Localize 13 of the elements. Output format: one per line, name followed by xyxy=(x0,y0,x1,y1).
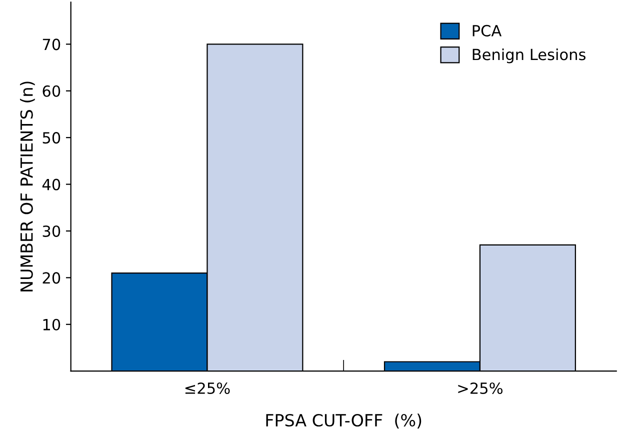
y-axis-title: NUMBER OF PATIENTS (n) xyxy=(20,82,35,292)
y-tick-label: 50 xyxy=(42,132,60,144)
y-tick-label: 30 xyxy=(42,225,60,238)
y-tick-label: 10 xyxy=(43,318,60,330)
x-axis-title: FPSA CUT-OFF (%) xyxy=(266,414,422,429)
x-tick-label: >25% xyxy=(458,382,503,394)
y-tick-label: 70 xyxy=(42,38,60,50)
x-tick-label: ≤25% xyxy=(185,382,230,394)
legend-label: Benign Lesions xyxy=(472,48,586,64)
y-tick-label: 20 xyxy=(42,272,60,284)
y-tick-label: 40 xyxy=(42,178,60,190)
legend-label: PCA xyxy=(472,24,502,36)
y-tick-label: 60 xyxy=(42,85,60,97)
